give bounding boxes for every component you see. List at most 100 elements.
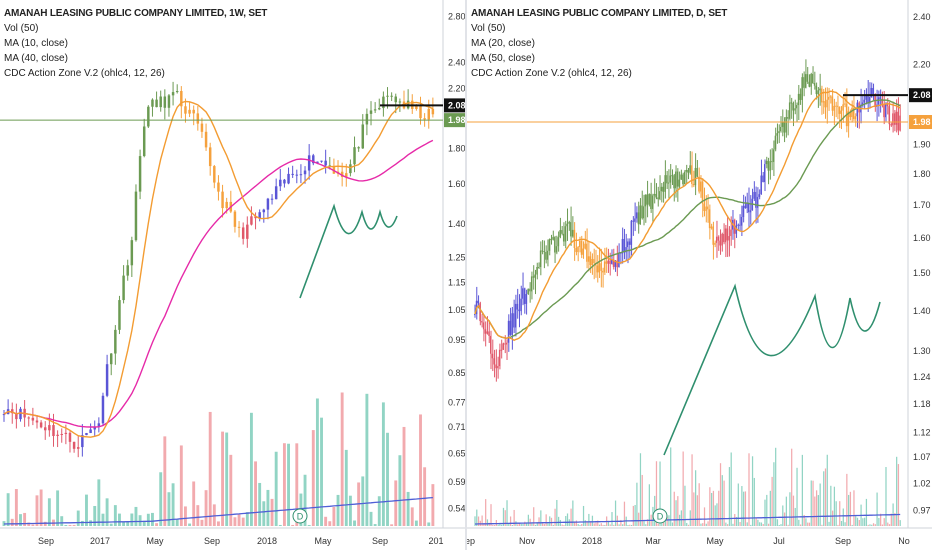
volume-bar: [419, 414, 422, 526]
candle-body: [888, 106, 891, 125]
candle-body: [427, 108, 430, 120]
volume-bar: [780, 524, 782, 526]
candle-body: [237, 226, 241, 228]
volume-bar: [266, 489, 270, 526]
candle-body: [895, 111, 898, 125]
volume-bar: [270, 498, 274, 526]
volume-bar: [867, 524, 869, 526]
candle-body: [717, 236, 720, 241]
volume-bar: [481, 515, 483, 526]
candle-body: [398, 101, 402, 103]
weekly-chart-panel[interactable]: AMANAH LEASING PUBLIC COMPANY LIMITED, 1…: [0, 0, 466, 550]
candle-body: [415, 105, 418, 109]
legend-line-ma-slow: MA (40, close): [4, 53, 68, 64]
candle-body: [772, 149, 775, 162]
volume-bar: [509, 516, 512, 526]
candle-body: [56, 434, 59, 437]
high-price-badge: [909, 88, 932, 103]
candle-body: [765, 160, 768, 165]
volume-bar: [497, 524, 499, 526]
volume-bar: [799, 524, 802, 526]
price-tick-label: 2.20: [913, 60, 931, 70]
legend-line-volume: Vol (50): [471, 23, 506, 34]
candle-body: [824, 101, 826, 108]
candle-body: [536, 266, 538, 275]
price-tick-label: 1.02: [913, 478, 931, 488]
volume-bar: [618, 524, 620, 526]
candle-body: [673, 175, 675, 189]
volume-bar: [598, 524, 601, 526]
candle-body: [646, 194, 649, 205]
candle-body: [721, 233, 723, 246]
candle-body: [299, 174, 303, 176]
candle-body: [762, 175, 764, 183]
volume-bar: [705, 523, 707, 526]
candle-body: [394, 96, 397, 103]
candle-body: [764, 164, 766, 183]
candle-body: [527, 288, 529, 295]
volume-bar: [883, 518, 885, 526]
price-tick-label: 1.05: [448, 305, 466, 315]
daily-chart-panel[interactable]: AMANAH LEASING PUBLIC COMPANY LIMITED, D…: [467, 0, 932, 550]
candle-body: [530, 276, 533, 292]
volume-bar: [398, 455, 402, 526]
volume-bar: [19, 514, 22, 526]
volume-bar: [486, 519, 489, 526]
chart-title: AMANAH LEASING PUBLIC COMPANY LIMITED, 1…: [4, 8, 268, 19]
volume-bar: [159, 472, 163, 526]
candle-body: [851, 107, 853, 118]
candle-body: [159, 96, 162, 108]
ma-slow-line: [3, 139, 434, 428]
volume-bar: [826, 454, 828, 526]
candle-body: [72, 441, 76, 449]
candle-body: [842, 104, 844, 111]
volume-bar: [31, 524, 35, 526]
weekly-chart-canvas[interactable]: 2.802.402.202.001.801.601.401.251.151.05…: [0, 0, 466, 550]
candle-body: [664, 175, 666, 192]
price-tick-label: 1.24: [913, 372, 931, 382]
candle-body: [776, 133, 778, 136]
candle-body: [564, 226, 567, 242]
volume-bar: [849, 491, 852, 526]
candle-body: [669, 175, 672, 183]
volume-bar: [101, 513, 105, 526]
price-tick-label: 1.90: [913, 139, 931, 149]
candle-body: [794, 108, 796, 111]
candle-body: [849, 111, 851, 118]
candle-body: [204, 131, 208, 148]
volume-bar: [134, 506, 138, 526]
volume-bar: [390, 524, 394, 526]
volume-bar: [880, 513, 882, 526]
volume-bar: [245, 512, 249, 526]
candle-body: [340, 171, 344, 177]
volume-bar: [582, 505, 585, 526]
candle-body: [742, 205, 745, 217]
volume-bar: [817, 495, 820, 526]
volume-bar: [517, 524, 519, 526]
candle-body: [628, 241, 631, 245]
volume-bar: [216, 521, 220, 526]
volume-bar: [840, 520, 843, 526]
candle-body: [861, 102, 864, 105]
volume-bar: [709, 487, 711, 526]
volume-bar: [595, 522, 597, 526]
candle-body: [520, 298, 522, 312]
candle-body: [659, 191, 661, 200]
volume-bar: [666, 516, 668, 526]
daily-chart-canvas[interactable]: 2.40 2.20 2.08 1.90 1.80 1.70 1.60 1.50 1.40 1.30…: [467, 0, 932, 550]
candle-body: [829, 96, 832, 98]
legend-line-volume: Vol (50): [4, 23, 39, 34]
candle-body: [666, 175, 668, 184]
candle-body: [522, 288, 524, 299]
candle-body: [586, 243, 588, 262]
candle-body: [200, 123, 204, 132]
legend-line-ma-fast: MA (20, close): [471, 38, 535, 49]
ma-fast-line: [474, 90, 901, 342]
candle-body: [550, 239, 553, 241]
candle-body: [607, 260, 609, 264]
volume-bar: [655, 461, 658, 526]
time-tick-label: May: [314, 536, 332, 546]
candle-body: [481, 321, 483, 323]
candle-body: [653, 193, 656, 196]
volume-bar: [179, 445, 183, 526]
